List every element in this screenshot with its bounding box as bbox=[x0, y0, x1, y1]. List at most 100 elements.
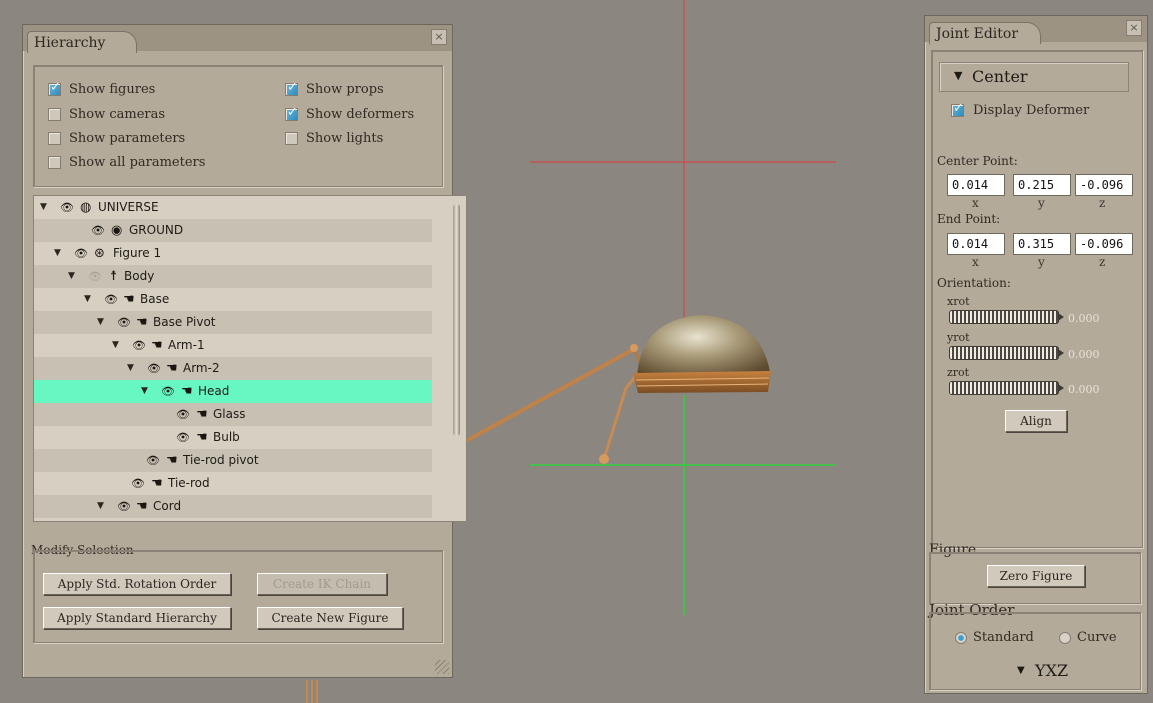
expand-triangle-icon[interactable]: ▼ bbox=[97, 501, 104, 511]
xrot-dial[interactable] bbox=[949, 310, 1064, 324]
eye-icon[interactable]: 👁 bbox=[104, 293, 118, 306]
tree-row-bulb[interactable]: 👁 ☚ Bulb bbox=[34, 426, 432, 449]
tree-row-figure-1[interactable]: ▼ 👁 ⊛ Figure 1 bbox=[34, 242, 432, 265]
joint-editor-frame bbox=[931, 50, 1143, 548]
eye-icon[interactable]: 👁 bbox=[117, 500, 131, 513]
tree-scrollbar[interactable] bbox=[453, 204, 460, 514]
show-cameras-checkbox[interactable] bbox=[48, 108, 61, 121]
tree-item-label: Base bbox=[140, 292, 170, 306]
tree-item-label: Figure 1 bbox=[113, 246, 162, 260]
eye-icon[interactable]: 👁 bbox=[176, 408, 190, 421]
end-z-field[interactable]: -0.096 bbox=[1075, 233, 1133, 255]
mode-dropdown[interactable]: ▼ Center bbox=[939, 62, 1129, 92]
lamp-head-dome bbox=[637, 315, 770, 378]
eye-icon[interactable]: 👁 bbox=[60, 201, 74, 214]
joint-editor-close-button[interactable]: × bbox=[1126, 20, 1142, 36]
tree-row-tie-rod[interactable]: 👁 ☚ Tie-rod bbox=[34, 472, 432, 495]
tree-item-label: Arm-1 bbox=[168, 338, 205, 352]
expand-triangle-icon[interactable]: ▼ bbox=[54, 248, 61, 258]
tree-row-glass[interactable]: 👁 ☚ Glass bbox=[34, 403, 432, 426]
hierarchy-close-button[interactable]: × bbox=[431, 29, 447, 45]
tree-row-head[interactable]: ▼ 👁 ☚ Head bbox=[34, 380, 432, 403]
globe-icon: ◍ bbox=[80, 200, 92, 215]
tie-rod bbox=[602, 387, 628, 460]
tree-row-ground[interactable]: 👁 ◉ GROUND bbox=[34, 219, 432, 242]
joint-order-frame bbox=[929, 612, 1141, 690]
tree-row-base[interactable]: ▼ 👁 ☚ Base bbox=[34, 288, 432, 311]
apply-standard-hierarchy-button[interactable]: Apply Standard Hierarchy bbox=[43, 607, 231, 629]
eye-icon[interactable]: 👁 bbox=[91, 224, 105, 237]
apply-std-rotation-order-button[interactable]: Apply Std. Rotation Order bbox=[43, 573, 231, 595]
eye-icon[interactable]: 👁 bbox=[161, 385, 175, 398]
tree-item-label: Glass bbox=[213, 407, 246, 421]
show-props-checkbox[interactable] bbox=[285, 80, 298, 96]
ground-icon: ◉ bbox=[111, 223, 123, 238]
align-button[interactable]: Align bbox=[1005, 410, 1067, 432]
create-new-figure-button[interactable]: Create New Figure bbox=[257, 607, 403, 629]
expand-triangle-icon[interactable]: ▼ bbox=[68, 271, 75, 281]
tree-row-universe[interactable]: ▼ 👁 ◍ UNIVERSE bbox=[34, 196, 432, 219]
tree-row-cord[interactable]: ▼ 👁 ☚ Cord bbox=[34, 495, 432, 518]
center-z-field[interactable]: -0.096 bbox=[1075, 174, 1133, 196]
end-y-field[interactable]: 0.315 bbox=[1013, 233, 1071, 255]
create-ik-chain-button[interactable]: Create IK Chain bbox=[257, 573, 387, 595]
zrot-dial[interactable] bbox=[949, 381, 1064, 395]
curve-radio[interactable] bbox=[1059, 632, 1071, 644]
end-x-field[interactable]: 0.014 bbox=[947, 233, 1005, 255]
xrot-value[interactable]: 0.000 bbox=[1068, 312, 1100, 325]
mode-label: Center bbox=[972, 67, 1028, 86]
display-deformer-checkbox[interactable] bbox=[951, 101, 964, 117]
eye-icon[interactable]: 👁 bbox=[132, 339, 146, 352]
expand-triangle-icon[interactable]: ▼ bbox=[112, 340, 119, 350]
standard-radio[interactable] bbox=[955, 632, 967, 644]
eye-icon[interactable]: 👁 bbox=[131, 477, 145, 490]
eye-icon[interactable]: 👁 bbox=[147, 362, 161, 375]
tree-item-label: Tie-rod bbox=[168, 476, 210, 490]
tree-item-label: Cord bbox=[153, 499, 182, 513]
hand-icon: ☚ bbox=[136, 315, 148, 330]
order-dropdown[interactable]: ▼ YXZ bbox=[1017, 661, 1087, 685]
eye-icon[interactable]: 👁 bbox=[74, 247, 88, 260]
zero-figure-button[interactable]: Zero Figure bbox=[987, 565, 1085, 587]
eye-icon[interactable]: 👁 bbox=[88, 270, 102, 283]
zrot-value[interactable]: 0.000 bbox=[1068, 383, 1100, 396]
show-lights-checkbox[interactable] bbox=[285, 132, 298, 145]
center-x-field[interactable]: 0.014 bbox=[947, 174, 1005, 196]
center-y-field[interactable]: 0.215 bbox=[1013, 174, 1071, 196]
hierarchy-tree[interactable]: ▼ 👁 ◍ UNIVERSE 👁 ◉ GROUND ▼ 👁 ⊛ Figure 1… bbox=[33, 195, 467, 522]
tree-row-body[interactable]: ▼ 👁 ☨ Body bbox=[34, 265, 432, 288]
tree-item-label: GROUND bbox=[129, 223, 184, 237]
joint-editor-tab[interactable]: Joint Editor bbox=[929, 22, 1041, 44]
show-figures-checkbox[interactable] bbox=[48, 80, 61, 96]
expand-triangle-icon[interactable]: ▼ bbox=[84, 294, 91, 304]
standard-radio-label: Standard bbox=[973, 630, 1034, 645]
show-parameters-checkbox[interactable] bbox=[48, 132, 61, 145]
tree-scroll-thumb[interactable] bbox=[453, 204, 460, 436]
tree-row-base-pivot[interactable]: ▼ 👁 ☚ Base Pivot bbox=[34, 311, 432, 334]
yrot-dial[interactable] bbox=[949, 346, 1064, 360]
hand-icon: ☚ bbox=[181, 384, 193, 399]
figure-frame bbox=[929, 552, 1141, 604]
tree-row-arm-1[interactable]: ▼ 👁 ☚ Arm-1 bbox=[34, 334, 432, 357]
eye-icon[interactable]: 👁 bbox=[146, 454, 160, 467]
curve-radio-label: Curve bbox=[1077, 630, 1117, 645]
tree-row-tie-rod-pivot[interactable]: 👁 ☚ Tie-rod pivot bbox=[34, 449, 432, 472]
yrot-value[interactable]: 0.000 bbox=[1068, 348, 1100, 361]
show-deformers-checkbox[interactable] bbox=[285, 105, 298, 121]
end-y-axis-label: y bbox=[1038, 255, 1045, 269]
tree-row-arm-2[interactable]: ▼ 👁 ☚ Arm-2 bbox=[34, 357, 432, 380]
xrot-label: xrot bbox=[947, 295, 970, 308]
eye-icon[interactable]: 👁 bbox=[176, 431, 190, 444]
hierarchy-tab[interactable]: Hierarchy bbox=[27, 31, 137, 53]
show-all-parameters-checkbox[interactable] bbox=[48, 156, 61, 169]
eye-icon[interactable]: 👁 bbox=[117, 316, 131, 329]
expand-triangle-icon[interactable]: ▼ bbox=[40, 202, 47, 212]
center-z-axis-label: z bbox=[1099, 196, 1106, 210]
expand-triangle-icon[interactable]: ▼ bbox=[97, 317, 104, 327]
expand-triangle-icon[interactable]: ▼ bbox=[141, 386, 148, 396]
resize-grip-icon[interactable] bbox=[435, 660, 449, 674]
expand-triangle-icon[interactable]: ▼ bbox=[127, 363, 134, 373]
tree-item-label: Body bbox=[124, 269, 155, 283]
hierarchy-options-frame bbox=[33, 65, 443, 187]
